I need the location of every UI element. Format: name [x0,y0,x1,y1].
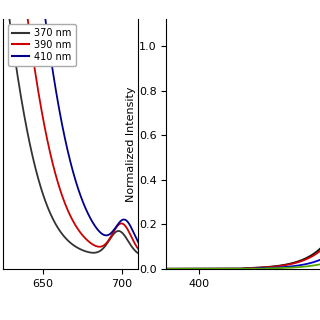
Legend: 370 nm, 390 nm, 410 nm: 370 nm, 390 nm, 410 nm [8,24,76,66]
Y-axis label: Normalized Intensity: Normalized Intensity [126,86,136,202]
